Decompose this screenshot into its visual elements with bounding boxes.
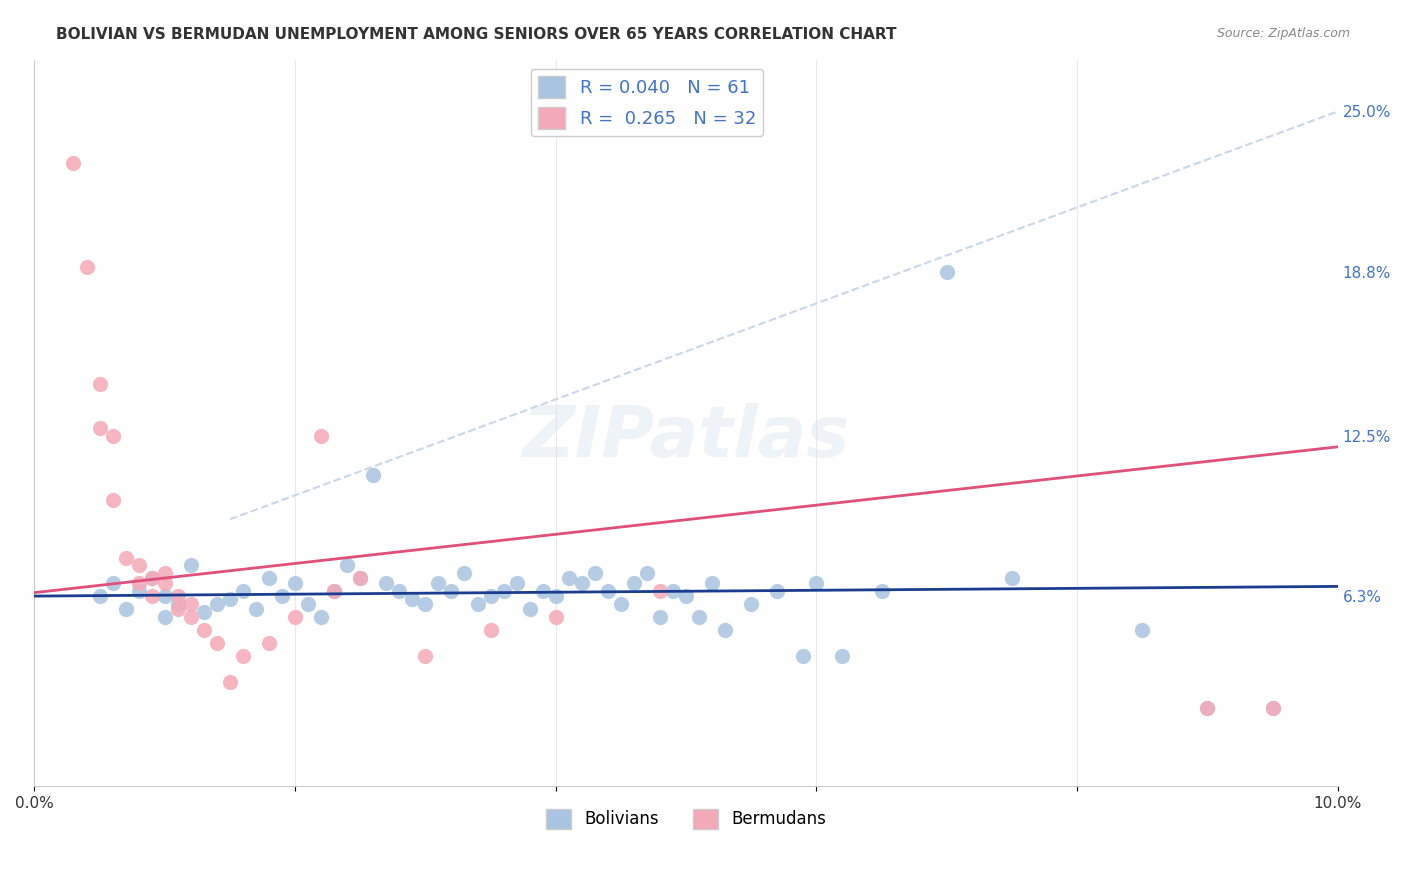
Point bbox=[114, 550, 136, 565]
Text: ZIPatlas: ZIPatlas bbox=[523, 402, 849, 472]
Point bbox=[89, 376, 111, 391]
Text: BOLIVIAN VS BERMUDAN UNEMPLOYMENT AMONG SENIORS OVER 65 YEARS CORRELATION CHART: BOLIVIAN VS BERMUDAN UNEMPLOYMENT AMONG … bbox=[56, 27, 897, 42]
Point bbox=[467, 597, 489, 611]
Point bbox=[193, 623, 215, 637]
Point bbox=[1261, 701, 1284, 715]
Point bbox=[479, 590, 502, 604]
Point bbox=[309, 428, 332, 442]
Point bbox=[180, 597, 202, 611]
Point bbox=[766, 584, 789, 599]
Point bbox=[505, 576, 527, 591]
Point bbox=[700, 576, 723, 591]
Point bbox=[571, 576, 593, 591]
Point bbox=[101, 576, 124, 591]
Point bbox=[648, 584, 671, 599]
Point bbox=[492, 584, 515, 599]
Point bbox=[180, 558, 202, 573]
Point bbox=[349, 571, 371, 585]
Point bbox=[101, 428, 124, 442]
Point bbox=[336, 558, 359, 573]
Point bbox=[688, 610, 710, 624]
Point bbox=[415, 649, 437, 664]
Point bbox=[153, 590, 176, 604]
Point bbox=[114, 602, 136, 616]
Point bbox=[205, 597, 228, 611]
Point bbox=[792, 649, 814, 664]
Point bbox=[153, 566, 176, 581]
Point bbox=[166, 597, 188, 611]
Point bbox=[219, 675, 242, 690]
Point bbox=[128, 584, 150, 599]
Point bbox=[232, 584, 254, 599]
Point bbox=[479, 623, 502, 637]
Point bbox=[257, 636, 280, 650]
Point bbox=[89, 421, 111, 435]
Point bbox=[870, 584, 893, 599]
Point bbox=[62, 156, 84, 170]
Point bbox=[76, 260, 98, 274]
Point bbox=[623, 576, 645, 591]
Point bbox=[453, 566, 475, 581]
Point bbox=[141, 590, 163, 604]
Point bbox=[935, 265, 957, 279]
Point bbox=[401, 592, 423, 607]
Point bbox=[309, 610, 332, 624]
Point bbox=[284, 610, 307, 624]
Point bbox=[648, 610, 671, 624]
Point bbox=[583, 566, 606, 581]
Point bbox=[193, 605, 215, 619]
Point bbox=[89, 590, 111, 604]
Point bbox=[740, 597, 762, 611]
Point bbox=[558, 571, 581, 585]
Point bbox=[375, 576, 398, 591]
Point bbox=[349, 571, 371, 585]
Point bbox=[831, 649, 853, 664]
Point bbox=[141, 571, 163, 585]
Point bbox=[610, 597, 633, 611]
Point bbox=[361, 467, 384, 482]
Point bbox=[636, 566, 658, 581]
Point bbox=[544, 590, 567, 604]
Point bbox=[153, 576, 176, 591]
Point bbox=[1130, 623, 1153, 637]
Point bbox=[257, 571, 280, 585]
Point bbox=[675, 590, 697, 604]
Point bbox=[166, 602, 188, 616]
Point bbox=[662, 584, 685, 599]
Point bbox=[180, 610, 202, 624]
Point bbox=[166, 590, 188, 604]
Point bbox=[388, 584, 411, 599]
Point bbox=[1001, 571, 1024, 585]
Point bbox=[323, 584, 346, 599]
Legend: Bolivians, Bermudans: Bolivians, Bermudans bbox=[540, 802, 832, 836]
Point bbox=[1197, 701, 1219, 715]
Point bbox=[271, 590, 294, 604]
Point bbox=[205, 636, 228, 650]
Point bbox=[806, 576, 828, 591]
Point bbox=[323, 584, 346, 599]
Point bbox=[297, 597, 319, 611]
Point bbox=[415, 597, 437, 611]
Point bbox=[128, 558, 150, 573]
Point bbox=[531, 584, 554, 599]
Point bbox=[128, 576, 150, 591]
Point bbox=[427, 576, 450, 591]
Point bbox=[101, 493, 124, 508]
Point bbox=[544, 610, 567, 624]
Point bbox=[714, 623, 737, 637]
Text: Source: ZipAtlas.com: Source: ZipAtlas.com bbox=[1216, 27, 1350, 40]
Point bbox=[596, 584, 619, 599]
Point bbox=[519, 602, 541, 616]
Point bbox=[245, 602, 267, 616]
Point bbox=[232, 649, 254, 664]
Point bbox=[1197, 701, 1219, 715]
Point bbox=[284, 576, 307, 591]
Point bbox=[141, 571, 163, 585]
Point bbox=[219, 592, 242, 607]
Point bbox=[440, 584, 463, 599]
Point bbox=[153, 610, 176, 624]
Point bbox=[1261, 701, 1284, 715]
